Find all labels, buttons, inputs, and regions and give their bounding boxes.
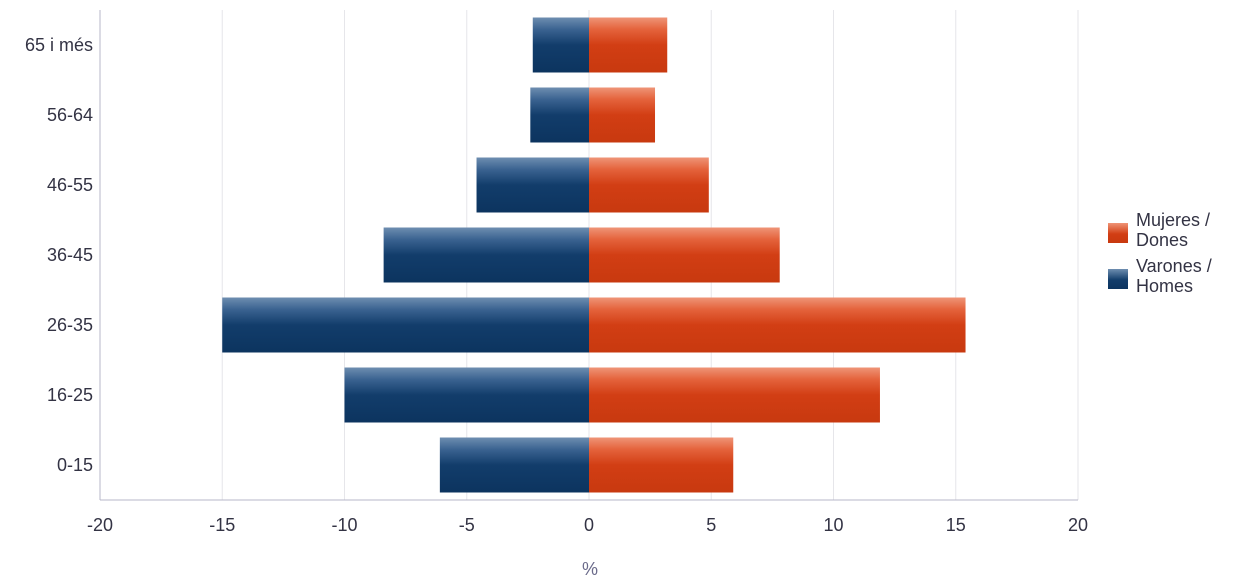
legend-swatch-mujeres [1108,223,1128,243]
bar-varones[interactable] [222,297,589,353]
legend-label-mujeres: Mujeres / Dones [1136,210,1211,250]
legend-swatch-varones [1108,269,1128,289]
x-tick-label: 5 [706,515,716,535]
bar-mujeres[interactable] [589,17,668,73]
x-axis-title: % [582,559,598,579]
bar-varones[interactable] [439,437,589,493]
legend: Mujeres / Dones Varones / Homes [1108,210,1233,302]
bar-varones[interactable] [344,367,590,423]
bar-varones[interactable] [530,87,589,143]
x-tick-label: 0 [584,515,594,535]
x-tick-label: -5 [459,515,475,535]
bar-mujeres[interactable] [589,87,656,143]
x-tick-label: 20 [1068,515,1088,535]
axes [99,10,1078,501]
category-label: 46-55 [47,175,93,195]
legend-item-mujeres[interactable]: Mujeres / Dones [1108,210,1233,250]
category-label: 65 i més [25,35,93,55]
bar-mujeres[interactable] [589,227,780,283]
x-tick-label: -15 [209,515,235,535]
category-label: 16-25 [47,385,93,405]
bars-group [222,17,966,493]
category-label: 36-45 [47,245,93,265]
bar-varones[interactable] [476,157,589,213]
x-tick-label: -20 [87,515,113,535]
x-tick-label: -10 [331,515,357,535]
x-tick-label: 15 [946,515,966,535]
bar-mujeres[interactable] [589,437,734,493]
bar-varones[interactable] [532,17,589,73]
category-label: 26-35 [47,315,93,335]
category-label: 56-64 [47,105,93,125]
bar-mujeres[interactable] [589,297,966,353]
bar-mujeres[interactable] [589,367,880,423]
category-labels: 65 i més 56-64 46-55 36-45 26-35 16-25 0-15 [25,35,93,475]
bar-mujeres[interactable] [589,157,709,213]
x-tick-labels: -20 -15 -10 -5 0 5 10 15 20 [87,515,1088,535]
bar-varones[interactable] [383,227,589,283]
x-tick-label: 10 [823,515,843,535]
legend-item-varones[interactable]: Varones / Homes [1108,256,1233,296]
legend-label-varones: Varones / Homes [1136,256,1212,296]
category-label: 0-15 [57,455,93,475]
